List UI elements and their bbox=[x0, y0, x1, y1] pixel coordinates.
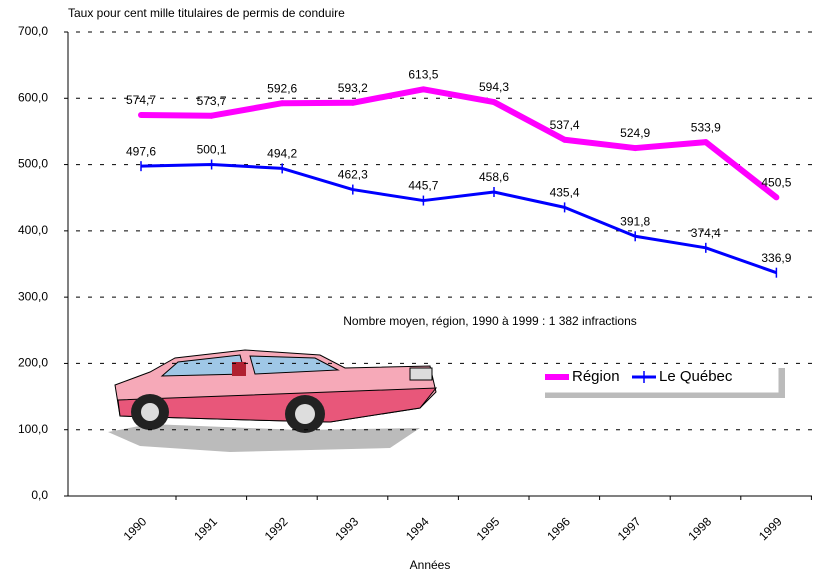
series-line bbox=[140, 86, 779, 200]
x-tick-label: 1993 bbox=[332, 514, 361, 543]
x-tick-label: 1995 bbox=[474, 514, 503, 543]
value-label: 374,4 bbox=[691, 226, 721, 240]
value-label: 497,6 bbox=[126, 144, 156, 158]
point-marker bbox=[420, 86, 427, 93]
x-axis-title: Années bbox=[410, 558, 451, 572]
car-illustration bbox=[108, 349, 438, 452]
y-tick-label: 100,0 bbox=[18, 422, 48, 436]
value-label: 592,6 bbox=[267, 81, 297, 95]
y-tick-label: 500,0 bbox=[18, 157, 48, 171]
point-marker bbox=[702, 139, 709, 146]
value-label: 573,7 bbox=[197, 94, 227, 108]
x-tick-label: 1999 bbox=[756, 514, 785, 543]
point-marker bbox=[138, 112, 144, 119]
value-label: 593,2 bbox=[338, 81, 368, 95]
point-marker bbox=[773, 194, 780, 201]
point-marker bbox=[491, 99, 497, 106]
point-marker bbox=[208, 112, 215, 119]
x-tick-label: 1990 bbox=[121, 514, 150, 543]
value-label: 435,4 bbox=[550, 186, 580, 200]
annotation: Nombre moyen, région, 1990 à 1999 : 1 38… bbox=[343, 314, 637, 328]
x-tick-label: 1998 bbox=[685, 514, 714, 543]
legend-label: Le Québec bbox=[659, 368, 733, 385]
value-label: 458,6 bbox=[479, 170, 509, 184]
point-marker bbox=[349, 99, 356, 106]
value-label: 524,9 bbox=[620, 126, 650, 140]
x-tick-label: 1992 bbox=[262, 514, 291, 543]
value-label: 533,9 bbox=[691, 120, 721, 134]
value-label: 336,9 bbox=[761, 251, 791, 265]
value-label: 500,1 bbox=[197, 143, 227, 157]
value-label: 494,2 bbox=[267, 147, 297, 161]
value-label: 574,7 bbox=[126, 93, 156, 107]
value-label: 462,3 bbox=[338, 168, 368, 182]
value-label: 613,5 bbox=[408, 68, 438, 82]
y-tick-label: 0,0 bbox=[31, 488, 48, 502]
value-label: 391,8 bbox=[620, 214, 650, 228]
y-tick-label: 200,0 bbox=[18, 356, 48, 370]
value-label: 594,3 bbox=[479, 80, 509, 94]
point-marker bbox=[632, 145, 639, 152]
value-label: 450,5 bbox=[761, 176, 791, 190]
legend bbox=[537, 361, 779, 393]
point-marker bbox=[279, 100, 286, 107]
y-tick-label: 400,0 bbox=[18, 223, 48, 237]
x-tick-label: 1991 bbox=[191, 514, 220, 543]
y-tick-label: 600,0 bbox=[18, 90, 48, 104]
x-tick-label: 1996 bbox=[544, 514, 573, 543]
series-line bbox=[140, 163, 777, 275]
legend-label: Région bbox=[572, 368, 620, 385]
x-tick-label: 1997 bbox=[615, 514, 644, 543]
value-label: 537,4 bbox=[550, 118, 580, 132]
y-axis-title: Taux pour cent mille titulaires de permi… bbox=[68, 6, 345, 20]
y-tick-label: 300,0 bbox=[18, 289, 48, 303]
point-marker bbox=[561, 136, 568, 143]
x-tick-label: 1994 bbox=[403, 514, 432, 543]
y-tick-label: 700,0 bbox=[18, 24, 48, 38]
value-label: 445,7 bbox=[408, 179, 438, 193]
